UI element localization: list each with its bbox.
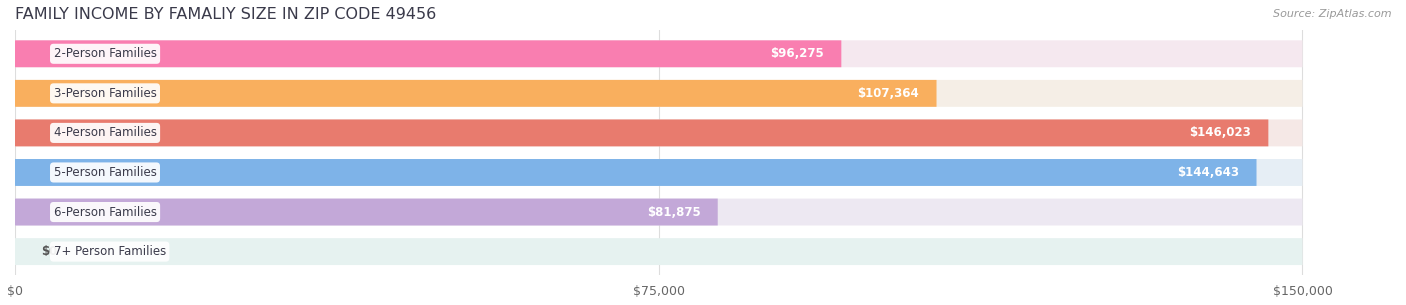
FancyBboxPatch shape (15, 199, 1302, 225)
Text: $81,875: $81,875 (647, 206, 700, 219)
Text: $144,643: $144,643 (1177, 166, 1239, 179)
Text: $107,364: $107,364 (858, 87, 920, 100)
FancyBboxPatch shape (15, 120, 1268, 146)
FancyBboxPatch shape (15, 80, 936, 107)
Text: $96,275: $96,275 (770, 47, 824, 60)
Text: Source: ZipAtlas.com: Source: ZipAtlas.com (1274, 9, 1392, 19)
Text: 4-Person Families: 4-Person Families (53, 126, 156, 139)
FancyBboxPatch shape (15, 159, 1257, 186)
FancyBboxPatch shape (15, 40, 1302, 67)
Text: 7+ Person Families: 7+ Person Families (53, 245, 166, 258)
FancyBboxPatch shape (15, 199, 717, 225)
Text: $146,023: $146,023 (1189, 126, 1251, 139)
Text: 3-Person Families: 3-Person Families (53, 87, 156, 100)
Text: FAMILY INCOME BY FAMALIY SIZE IN ZIP CODE 49456: FAMILY INCOME BY FAMALIY SIZE IN ZIP COD… (15, 7, 436, 22)
Text: 6-Person Families: 6-Person Families (53, 206, 156, 219)
Text: $0: $0 (41, 245, 58, 258)
FancyBboxPatch shape (15, 159, 1302, 186)
FancyBboxPatch shape (15, 80, 1302, 107)
FancyBboxPatch shape (15, 238, 1302, 265)
Text: 5-Person Families: 5-Person Families (53, 166, 156, 179)
Text: 2-Person Families: 2-Person Families (53, 47, 156, 60)
FancyBboxPatch shape (15, 40, 841, 67)
FancyBboxPatch shape (15, 120, 1302, 146)
